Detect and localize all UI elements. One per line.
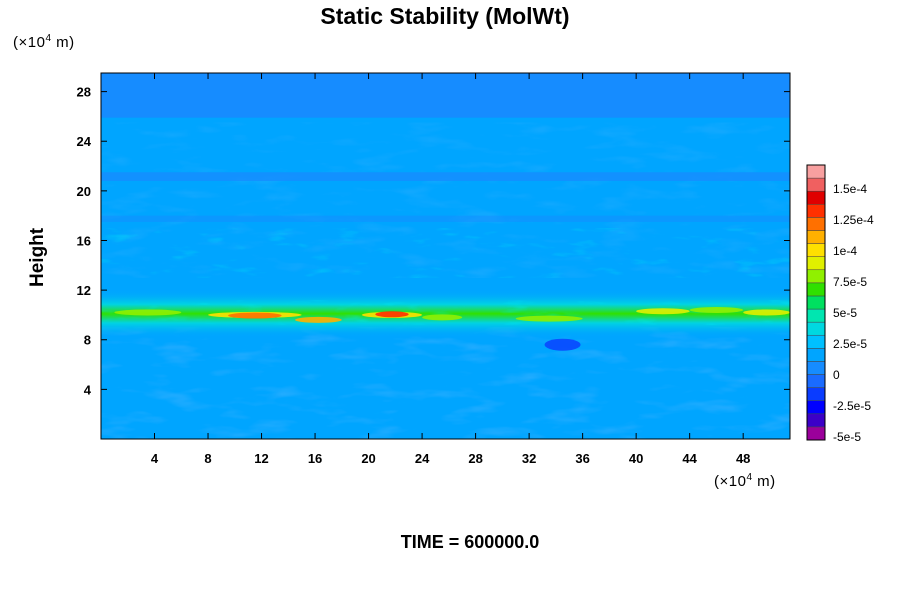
colorbar-segment xyxy=(806,295,826,310)
chart-title: Static Stability (MolWt) xyxy=(320,3,570,29)
colorbar-segment xyxy=(806,308,826,323)
colorbar-label: 1.25e-4 xyxy=(833,213,874,227)
colorbar-segment xyxy=(806,426,826,441)
colorbar-segment xyxy=(806,334,826,349)
colorbar-segment xyxy=(806,230,826,244)
y-tick-label: 8 xyxy=(84,333,91,348)
plot-frame xyxy=(100,72,791,440)
heatmap-streak xyxy=(743,309,790,316)
heatmap-upper-wisps xyxy=(101,228,790,278)
x-tick-label: 24 xyxy=(415,451,430,466)
x-tick-label: 36 xyxy=(575,451,589,466)
colorbar-label: 5e-5 xyxy=(833,306,857,320)
x-tick-label: 28 xyxy=(468,451,482,466)
colorbar-label: -2.5e-5 xyxy=(833,399,871,413)
y-tick-label: 16 xyxy=(77,233,91,248)
x-tick-label: 20 xyxy=(361,451,375,466)
x-tick-label: 40 xyxy=(629,451,643,466)
y-tick-label: 12 xyxy=(77,283,91,298)
x-tick-label: 16 xyxy=(308,451,322,466)
colorbar-segment xyxy=(806,321,826,336)
colorbar-segment xyxy=(806,374,826,388)
heatmap-streak xyxy=(422,314,463,321)
colorbar-label: -5e-5 xyxy=(833,430,861,444)
heatmap-streak xyxy=(636,308,690,315)
colorbar-label: 0 xyxy=(833,368,840,382)
x-tick-label: 44 xyxy=(682,451,697,466)
heatmap-upper-layer xyxy=(101,73,790,118)
heatmap-streak xyxy=(375,311,409,318)
heatmap-lower-texture xyxy=(101,327,790,439)
colorbar-frame xyxy=(806,164,826,441)
x-tick-label: 4 xyxy=(151,451,159,466)
colorbar-segment xyxy=(806,400,826,415)
colorbar-label: 2.5e-5 xyxy=(833,337,867,351)
heatmap-thin-layer xyxy=(101,172,790,181)
colorbar-segment xyxy=(806,387,826,401)
colorbar-segment xyxy=(806,256,826,271)
colorbar-segment xyxy=(806,177,826,192)
colorbar-segment xyxy=(806,204,826,218)
time-label: TIME = 600000.0 xyxy=(400,532,540,552)
heatmap-streak xyxy=(294,316,342,323)
colorbar-label: 1.5e-4 xyxy=(833,182,867,196)
heatmap-low-pocket xyxy=(544,338,581,351)
colorbar-segment xyxy=(806,243,826,257)
heatmap-thin-layer xyxy=(101,215,790,222)
colorbar-label: 7.5e-5 xyxy=(833,275,867,289)
heatmap-streak xyxy=(689,306,744,313)
colorbar-segment xyxy=(806,361,826,375)
x-tick-label: 12 xyxy=(254,451,268,466)
colorbar-segment xyxy=(806,413,826,428)
colorbar-segment xyxy=(806,217,826,231)
x-tick-label: 48 xyxy=(736,451,750,466)
x-tick-label: 32 xyxy=(522,451,536,466)
colorbar-segment xyxy=(806,269,826,284)
y-tick-label: 20 xyxy=(77,184,91,199)
heatmap-streak xyxy=(228,312,282,319)
x-axis-unit: (×104 m) xyxy=(714,472,776,490)
y-tick-label: 28 xyxy=(77,85,91,100)
y-tick-label: 4 xyxy=(84,382,92,397)
colorbar-segment xyxy=(806,282,826,297)
colorbar-segment xyxy=(806,164,826,179)
y-tick-label: 24 xyxy=(77,134,92,149)
colorbar-segment xyxy=(806,348,826,362)
heatmap-streak xyxy=(114,309,182,316)
heatmap-streak xyxy=(515,315,583,322)
colorbar-segment xyxy=(806,190,826,205)
colorbar-label: 1e-4 xyxy=(833,244,857,258)
y-axis-unit: (×104 m) xyxy=(13,33,75,51)
colorbar: 1.5e-4 1.25e-4 1e-4 7.5e-5 5e-5 2.5e-5 0 -2.5e-… xyxy=(806,164,874,444)
x-tick-label: 8 xyxy=(204,451,211,466)
